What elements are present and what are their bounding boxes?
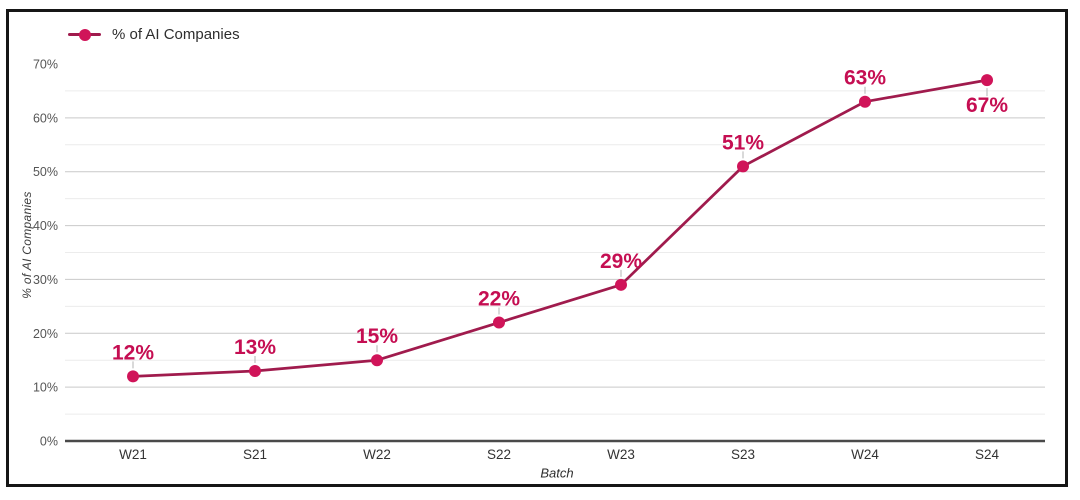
x-tick-label: W23 (607, 447, 635, 462)
data-point-marker (371, 354, 383, 367)
data-point-marker (127, 370, 139, 383)
data-point-marker (981, 74, 993, 87)
data-point-marker (493, 316, 505, 329)
y-axis-title: % of AI Companies (20, 191, 34, 299)
legend-line-icon (68, 28, 101, 41)
x-tick-label: S21 (243, 447, 267, 462)
data-point-label: 13% (234, 336, 276, 359)
x-tick-label: S22 (487, 447, 511, 462)
legend-dot-icon (78, 28, 91, 41)
y-tick-label: 10% (33, 381, 58, 395)
data-point-label: 22% (478, 288, 520, 311)
chart-frame (6, 9, 1068, 487)
y-tick-label: 60% (33, 111, 58, 125)
x-tick-label: S23 (731, 447, 755, 462)
data-point-marker (249, 364, 261, 377)
x-axis-title: Batch (540, 465, 574, 481)
y-tick-label: 50% (33, 165, 58, 179)
data-point-label: 67% (966, 94, 1008, 117)
data-point-label: 51% (722, 131, 764, 154)
data-point-label: 29% (600, 250, 642, 273)
data-point-marker (859, 95, 871, 108)
y-tick-label: 70% (33, 58, 58, 72)
legend-label: % of AI Companies (112, 26, 240, 43)
data-point-label: 12% (112, 341, 154, 364)
data-point-label: 15% (356, 325, 398, 348)
data-point-marker (737, 160, 749, 173)
x-tick-label: W22 (363, 447, 391, 462)
x-tick-label: W24 (851, 447, 879, 462)
y-tick-label: 30% (33, 273, 58, 287)
y-tick-label: 20% (33, 327, 58, 341)
x-tick-label: S24 (975, 447, 1000, 462)
data-point-label: 63% (844, 67, 886, 90)
x-tick-label: W21 (119, 447, 147, 462)
y-tick-label: 0% (40, 435, 58, 449)
data-point-marker (615, 278, 627, 291)
y-tick-label: 40% (33, 219, 58, 233)
series-line (131, 78, 989, 378)
legend: % of AI Companies (68, 26, 240, 43)
